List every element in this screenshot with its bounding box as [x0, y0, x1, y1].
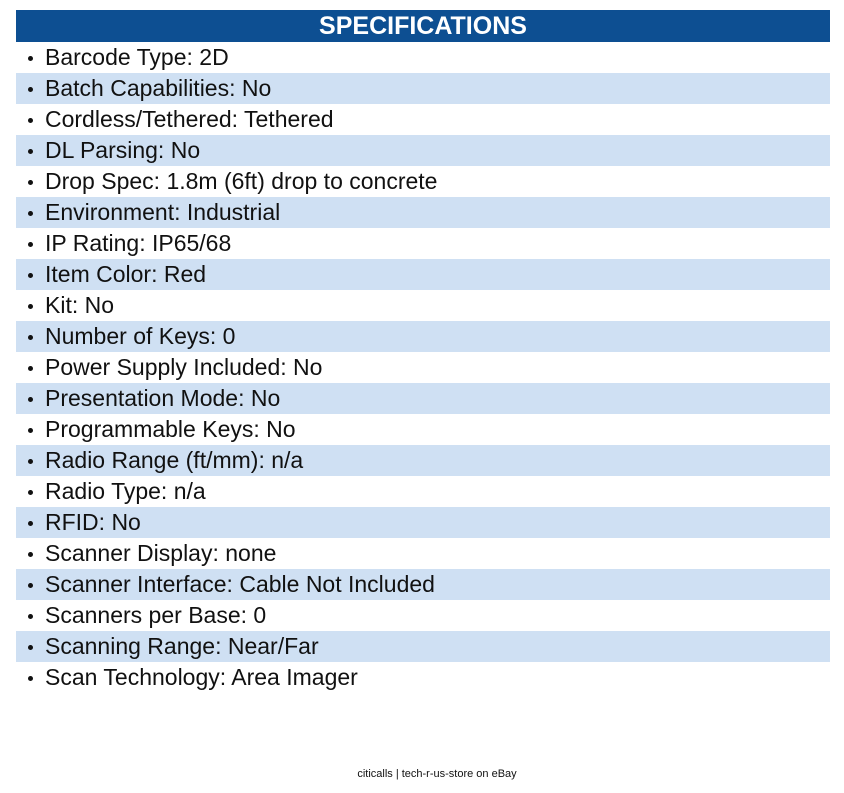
- spec-row: Drop Spec: 1.8m (6ft) drop to concrete: [16, 166, 830, 197]
- spec-row: Scan Technology: Area Imager: [16, 662, 830, 693]
- spec-text: Number of Keys: 0: [45, 323, 236, 349]
- spec-row: Cordless/Tethered: Tethered: [16, 104, 830, 135]
- spec-list: Barcode Type: 2D Batch Capabilities: No Co…: [16, 42, 830, 693]
- spec-text: Scanner Display: none: [45, 540, 277, 566]
- spec-row: RFID: No: [16, 507, 830, 538]
- spec-text: Batch Capabilities: No: [45, 75, 272, 101]
- spec-row: Item Color: Red: [16, 259, 830, 290]
- spec-text: DL Parsing: No: [45, 137, 201, 163]
- spec-row: Environment: Industrial: [16, 197, 830, 228]
- footer: citicalls | tech-r-us-store on eBay: [357, 768, 517, 780]
- bullet: [28, 87, 33, 92]
- spec-text: IP Rating: IP65/68: [45, 230, 232, 256]
- spec-row: DL Parsing: No: [16, 135, 830, 166]
- bullet: [28, 56, 33, 61]
- bullet: [28, 180, 33, 185]
- bullet: [28, 304, 33, 309]
- spec-text: Radio Range (ft/mm): n/a: [45, 447, 304, 473]
- spec-text: Radio Type: n/a: [45, 478, 206, 504]
- spec-row: Batch Capabilities: No: [16, 73, 830, 104]
- spec-text: Presentation Mode: No: [45, 385, 281, 411]
- bullet: [28, 459, 33, 464]
- bullet: [28, 428, 33, 433]
- bullet: [28, 490, 33, 495]
- spec-row: Radio Range (ft/mm): n/a: [16, 445, 830, 476]
- spec-text: Scanning Range: Near/Far: [45, 633, 319, 659]
- bullet: [28, 614, 33, 619]
- spec-text: Scan Technology: Area Imager: [45, 664, 358, 690]
- spec-row: Programmable Keys: No: [16, 414, 830, 445]
- spec-text: Kit: No: [45, 292, 115, 318]
- spec-text: Drop Spec: 1.8m (6ft) drop to concrete: [45, 168, 438, 194]
- spec-row: Scanner Interface: Cable Not Included: [16, 569, 830, 600]
- bullet: [28, 273, 33, 278]
- bullet: [28, 645, 33, 650]
- spec-text: Power Supply Included: No: [45, 354, 323, 380]
- bullet: [28, 211, 33, 216]
- bullet: [28, 118, 33, 123]
- bullet: [28, 397, 33, 402]
- spec-row: Kit: No: [16, 290, 830, 321]
- spec-row: Scanning Range: Near/Far: [16, 631, 830, 662]
- spec-row: Power Supply Included: No: [16, 352, 830, 383]
- spec-text: Cordless/Tethered: Tethered: [45, 106, 334, 132]
- spec-row: Scanner Display: none: [16, 538, 830, 569]
- spec-row: Presentation Mode: No: [16, 383, 830, 414]
- spec-text: Programmable Keys: No: [45, 416, 296, 442]
- bullet: [28, 676, 33, 681]
- bullet: [28, 583, 33, 588]
- spec-row: Barcode Type: 2D: [16, 42, 830, 73]
- bullet: [28, 149, 33, 154]
- spec-text: RFID: No: [45, 509, 141, 535]
- bullet: [28, 242, 33, 247]
- spec-text: Environment: Industrial: [45, 199, 281, 225]
- bullet: [28, 366, 33, 371]
- spec-text: Barcode Type: 2D: [45, 44, 229, 70]
- header-title: SPECIFICATIONS: [16, 10, 830, 42]
- spec-row: IP Rating: IP65/68: [16, 228, 830, 259]
- bullet: [28, 552, 33, 557]
- spec-row: Number of Keys: 0: [16, 321, 830, 352]
- spec-text: Scanner Interface: Cable Not Included: [45, 571, 435, 597]
- spec-text: Scanners per Base: 0: [45, 602, 267, 628]
- bullet: [28, 335, 33, 340]
- spec-text: Item Color: Red: [45, 261, 207, 287]
- spec-row: Scanners per Base: 0: [16, 600, 830, 631]
- bullet: [28, 521, 33, 526]
- spec-row: Radio Type: n/a: [16, 476, 830, 507]
